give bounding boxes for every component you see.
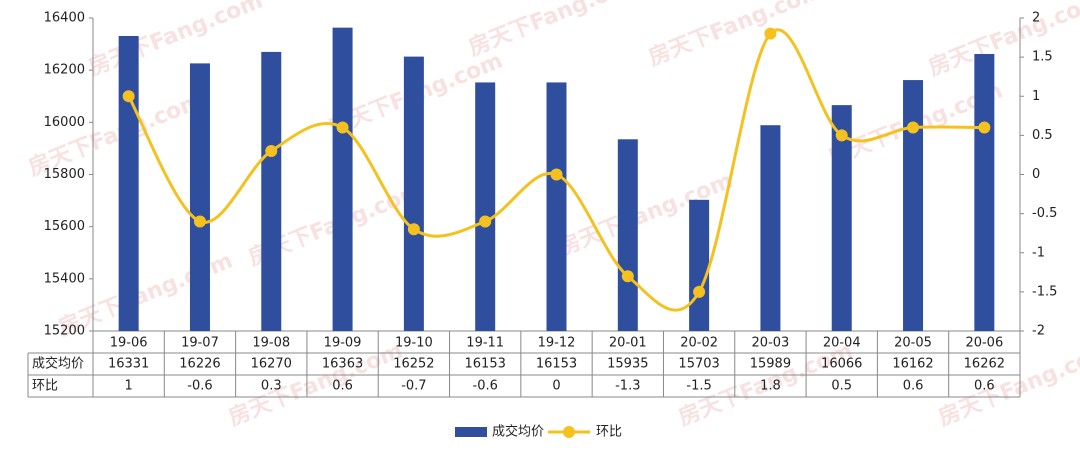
table-cell: 16162 <box>892 357 933 372</box>
bar <box>831 105 852 331</box>
table-cell: 15935 <box>607 357 648 372</box>
bar <box>903 80 924 331</box>
watermark: 房天下Fang.com <box>925 0 1080 81</box>
bar <box>118 35 139 332</box>
bar <box>546 82 567 331</box>
x-tick-label: 20-01 <box>609 336 647 351</box>
bar <box>760 125 781 331</box>
x-tick-label: 20-04 <box>823 336 861 351</box>
x-tick-label: 19-06 <box>110 336 148 351</box>
table-cell: 0.6 <box>974 379 995 394</box>
y-tick-label: 15200 <box>44 324 85 339</box>
bar <box>261 51 282 332</box>
y2-tick-label: -1 <box>1032 245 1045 260</box>
table-cell: -0.6 <box>187 379 212 394</box>
y-tick-label: 16200 <box>44 63 85 78</box>
y2-tick-label: 1 <box>1032 89 1040 104</box>
bar <box>689 199 710 331</box>
table-cell: 16363 <box>322 357 363 372</box>
table-cell: 16270 <box>251 357 292 372</box>
table-cell: -0.6 <box>473 379 498 394</box>
y2-tick-label: 1.5 <box>1032 50 1053 65</box>
watermark: 房天下Fang.com <box>935 338 1080 432</box>
line-point <box>336 121 349 134</box>
bar <box>189 63 210 331</box>
x-tick-label: 19-08 <box>252 336 290 351</box>
table-cell: 16331 <box>108 357 149 372</box>
y2-tick-label: -1.5 <box>1032 284 1057 299</box>
table-cell: -1.3 <box>615 379 640 394</box>
line-point <box>193 215 206 228</box>
y-tick-label: 15600 <box>44 219 85 234</box>
table-cell: 16153 <box>536 357 577 372</box>
watermark: 房天下Fang.com <box>225 338 407 432</box>
legend-label: 环比 <box>596 425 622 440</box>
watermark: 房天下Fang.com <box>645 0 827 71</box>
x-tick-label: 19-11 <box>466 336 504 351</box>
line-point <box>407 223 420 236</box>
table-cell: 0.5 <box>831 379 852 394</box>
table-cell: -0.7 <box>401 379 426 394</box>
x-tick-label: 20-03 <box>752 336 790 351</box>
table-cell: 0 <box>552 379 560 394</box>
line-point <box>693 285 706 298</box>
legend-label: 成交均价 <box>492 424 544 440</box>
table-cell: 16252 <box>393 357 434 372</box>
table-cell: 16153 <box>465 357 506 372</box>
x-tick-label: 20-02 <box>680 336 718 351</box>
bar <box>403 56 424 331</box>
x-tick-label: 19-12 <box>538 336 576 351</box>
table-cell: 16262 <box>964 357 1005 372</box>
table-cell: 0.6 <box>903 379 924 394</box>
y-tick-label: 16400 <box>44 11 85 26</box>
line-point <box>550 168 563 181</box>
x-tick-label: 19-09 <box>324 336 362 351</box>
bar <box>974 53 995 332</box>
y2-tick-label: -2 <box>1032 324 1045 339</box>
line-point <box>479 215 492 228</box>
bar <box>617 139 638 331</box>
line-point <box>764 27 777 40</box>
table-cell: 15989 <box>750 357 791 372</box>
line-point <box>978 121 991 134</box>
table-cell: 1.8 <box>760 379 781 394</box>
y2-tick-label: 0 <box>1032 167 1040 182</box>
legend-swatch <box>455 427 487 437</box>
table-cell: 0.6 <box>332 379 353 394</box>
y2-tick-label: 0.5 <box>1032 128 1053 143</box>
table-cell: 16066 <box>821 357 862 372</box>
watermark: 房天下Fang.com <box>85 0 267 81</box>
table-cell: 0.3 <box>261 379 282 394</box>
x-tick-label: 19-07 <box>181 336 219 351</box>
table-row-label: 环比 <box>32 379 58 394</box>
y-tick-label: 16000 <box>44 115 85 130</box>
line-point <box>122 90 135 103</box>
y2-tick-label: -0.5 <box>1032 206 1057 221</box>
bar <box>475 82 496 331</box>
y-tick-label: 15400 <box>44 271 85 286</box>
y-tick-label: 15800 <box>44 167 85 182</box>
table-cell: -1.5 <box>686 379 711 394</box>
y2-tick-label: 2 <box>1032 11 1040 26</box>
table-cell: 16226 <box>179 357 220 372</box>
table-row-label: 成交均价 <box>32 356 84 372</box>
line-point <box>265 145 278 158</box>
table-cell: 1 <box>125 379 133 394</box>
x-tick-label: 20-06 <box>965 336 1003 351</box>
bar <box>332 27 353 332</box>
watermark: 房天下Fang.com <box>555 168 737 262</box>
table-cell: 15703 <box>678 357 719 372</box>
line-point <box>621 270 634 283</box>
legend-swatch <box>563 426 575 438</box>
x-tick-label: 19-10 <box>395 336 433 351</box>
watermark: 房天下Fang.com <box>465 0 647 61</box>
line-point <box>907 121 920 134</box>
line-point <box>835 129 848 142</box>
x-tick-label: 20-05 <box>894 336 932 351</box>
